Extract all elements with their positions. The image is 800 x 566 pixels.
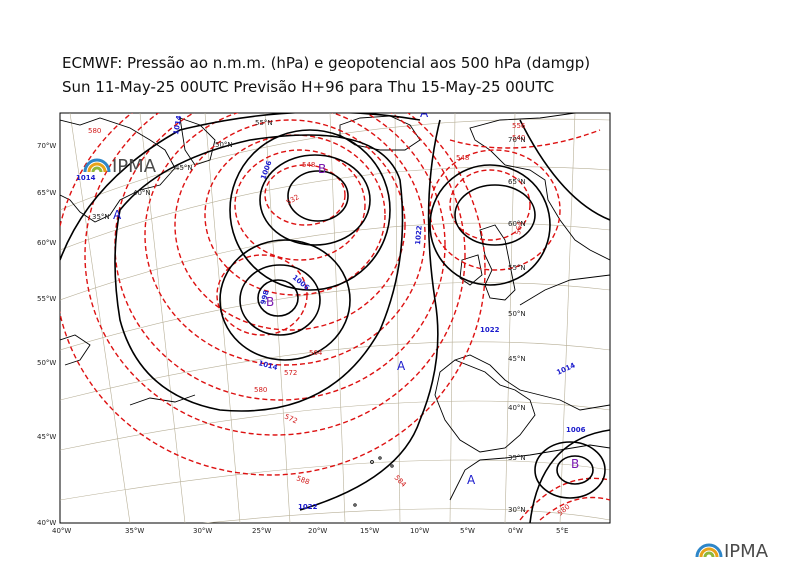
bottom-axis: 40°W 35°W 30°W 25°W 20°W 15°W 10°W 5°W 0…: [52, 527, 568, 535]
geopotential-label: 556: [512, 122, 526, 130]
geopotential-label: 548: [456, 154, 469, 162]
graticule-label: 50°N: [215, 141, 233, 149]
bottom-tick-label: 35°W: [125, 527, 144, 535]
left-tick-label: 60°W: [37, 239, 56, 247]
geopotential-label: 580: [254, 386, 267, 394]
pressure-label: 1014: [172, 115, 183, 136]
ipma-logo: IPMA: [695, 541, 769, 562]
ipma-logo-inset: IPMA: [83, 156, 157, 177]
geopotential-label: 580: [88, 127, 101, 135]
graticule-label: 45°N: [508, 355, 526, 363]
graticule-label: 40°N: [508, 404, 526, 412]
low-pressure-center: B: [266, 295, 274, 309]
logo-text: IPMA: [724, 541, 769, 562]
graticule-label: 40°N: [133, 189, 151, 197]
bottom-tick-label: 30°W: [193, 527, 212, 535]
high-pressure-center: A: [113, 208, 122, 222]
bottom-tick-label: 15°W: [360, 527, 379, 535]
bottom-tick-label: 5°E: [556, 527, 568, 535]
bottom-tick-label: 25°W: [252, 527, 271, 535]
isobar-contours: [60, 113, 610, 523]
map-title-line1: ECMWF: Pressão ao n.m.m. (hPa) e geopote…: [62, 54, 591, 72]
left-tick-label: 65°W: [37, 189, 56, 197]
high-pressure-center: A: [467, 473, 476, 487]
graticule-label: 45°N: [175, 164, 193, 172]
left-tick-label: 55°W: [37, 295, 56, 303]
bottom-tick-label: 20°W: [308, 527, 327, 535]
bottom-tick-label: 40°W: [52, 527, 71, 535]
left-tick-label: 45°W: [37, 433, 56, 441]
geopotential-contours: [60, 113, 610, 521]
pressure-label: 1022: [298, 503, 318, 511]
graticule-label: 55°N: [255, 119, 273, 127]
graticule-label: 70°N: [508, 136, 526, 144]
graticule-label: 55°N: [508, 264, 526, 272]
graticule-label: 50°N: [508, 310, 526, 318]
pressure-label: 1022: [414, 225, 424, 245]
logo-text: IPMA: [112, 156, 157, 177]
graticule-label: 35°N: [92, 213, 110, 221]
geopotential-label: 564: [309, 349, 323, 357]
high-pressure-center: A: [397, 359, 406, 373]
pressure-label: 1014: [76, 174, 96, 182]
left-tick-label: 50°W: [37, 359, 56, 367]
pressure-label: 1022: [480, 326, 500, 334]
pressure-label: 998: [259, 289, 271, 305]
low-pressure-center: B: [318, 162, 326, 176]
low-pressure-center: B: [571, 457, 579, 471]
geopotential-label: 572: [284, 369, 297, 377]
map-title-line2: Sun 11-May-25 00UTC Previsão H+96 para T…: [62, 78, 555, 96]
graticule-label: 60°N: [508, 220, 526, 228]
geopotential-label: 540: [512, 134, 525, 142]
graticule-label: 30°N: [508, 506, 526, 514]
left-tick-label: 40°W: [37, 519, 56, 527]
bottom-tick-label: 10°W: [410, 527, 429, 535]
pressure-label: 1006: [566, 426, 586, 434]
geopotential-label: 548: [302, 161, 315, 169]
coastlines: [60, 113, 610, 523]
bottom-tick-label: 0°W: [508, 527, 523, 535]
high-pressure-center: A: [420, 106, 429, 120]
graticule-label: 65°N: [508, 178, 526, 186]
left-axis: 70°W 65°W 60°W 55°W 50°W 45°W 40°W: [37, 142, 56, 527]
geopotential-label: 564: [514, 220, 524, 235]
bottom-tick-label: 5°W: [460, 527, 475, 535]
left-tick-label: 70°W: [37, 142, 56, 150]
graticule-label: 35°N: [508, 454, 526, 462]
